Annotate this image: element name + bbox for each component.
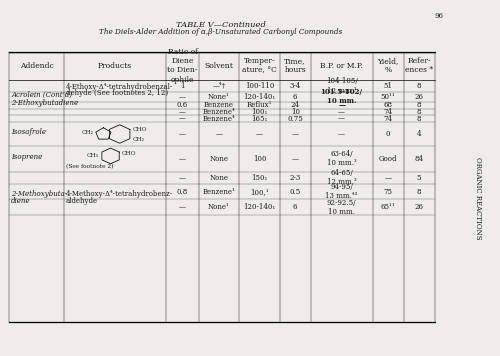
Text: Benzene⁴: Benzene⁴	[202, 108, 235, 116]
Text: Products: Products	[98, 62, 132, 70]
Text: 165₁: 165₁	[252, 115, 268, 123]
Text: TABLE V—Continued: TABLE V—Continued	[176, 21, 266, 29]
Text: (See footnote 2): (See footnote 2)	[66, 164, 113, 169]
Text: 101.5-102/
10 mm.: 101.5-102/ 10 mm.	[320, 88, 362, 105]
Text: 0.75: 0.75	[288, 115, 303, 123]
Text: 8: 8	[417, 101, 422, 109]
Text: 75: 75	[384, 188, 392, 196]
Text: 68: 68	[384, 101, 392, 109]
Text: ORGANIC REACTIONS: ORGANIC REACTIONS	[474, 157, 482, 240]
Text: Reflux¹: Reflux¹	[246, 101, 272, 109]
Text: 8: 8	[417, 108, 422, 116]
Text: Isoprene: Isoprene	[11, 153, 42, 161]
Text: 8: 8	[417, 188, 422, 196]
Text: —: —	[338, 130, 345, 138]
Text: 100,¹: 100,¹	[250, 188, 269, 196]
Text: 63-64/
10 mm.³: 63-64/ 10 mm.³	[327, 150, 356, 167]
Text: 4-Ethoxy-Δ⁴-tetrahydrobenzal-: 4-Ethoxy-Δ⁴-tetrahydrobenzal-	[66, 83, 173, 91]
Text: 26: 26	[414, 203, 424, 211]
Text: 6: 6	[293, 93, 298, 101]
Text: 120-140₁: 120-140₁	[244, 203, 276, 211]
Text: 8: 8	[417, 82, 422, 90]
Text: 74: 74	[384, 115, 392, 123]
Text: —: —	[216, 130, 222, 138]
Text: Good: Good	[379, 155, 398, 163]
Text: 26: 26	[414, 93, 424, 101]
Text: Yield,
%: Yield, %	[378, 57, 399, 74]
Text: Temper-
ature, °C: Temper- ature, °C	[242, 57, 277, 74]
Text: Time,
hours: Time, hours	[284, 57, 306, 74]
Text: 0.5: 0.5	[290, 188, 301, 196]
Text: aldehyde: aldehyde	[66, 198, 98, 205]
Text: 92-92.5/
10 mm.: 92-92.5/ 10 mm.	[327, 199, 356, 216]
Text: None¹: None¹	[208, 93, 230, 101]
Text: Acrolein (Cont’d): Acrolein (Cont’d)	[12, 91, 72, 99]
Text: 5: 5	[417, 174, 422, 182]
Text: 6: 6	[293, 203, 298, 211]
Text: dehyde (See footnotes 2, 12): dehyde (See footnotes 2, 12)	[66, 89, 168, 97]
Text: 2-Ethoxybutadiene: 2-Ethoxybutadiene	[12, 99, 78, 106]
Text: The Diels-Alder Addition of α,β-Unsaturated Carbonyl Compounds: The Diels-Alder Addition of α,β-Unsatura…	[99, 28, 342, 36]
Text: CH₂: CH₂	[82, 130, 94, 135]
Text: —: —	[179, 115, 186, 123]
Text: 2-3: 2-3	[290, 174, 301, 182]
Text: —⁴†: —⁴†	[212, 82, 226, 90]
Text: 100-110: 100-110	[245, 82, 274, 90]
Text: Benzene⁴: Benzene⁴	[202, 115, 235, 123]
Text: 10: 10	[290, 108, 300, 116]
Text: 0.8: 0.8	[177, 188, 188, 196]
Text: 0: 0	[386, 130, 390, 138]
Text: —: —	[179, 130, 186, 138]
Text: 150₁: 150₁	[252, 174, 268, 182]
Text: 64-65/
12 mm.³: 64-65/ 12 mm.³	[327, 169, 356, 187]
Text: 3-4: 3-4	[290, 82, 301, 90]
Text: —: —	[384, 174, 392, 182]
Text: Benzene: Benzene	[204, 101, 234, 109]
Text: None: None	[210, 155, 229, 163]
Text: None¹: None¹	[208, 203, 230, 211]
Text: CH₂: CH₂	[132, 137, 144, 142]
Text: Solvent: Solvent	[204, 62, 234, 70]
Text: —: —	[338, 115, 345, 123]
Text: CHO: CHO	[133, 127, 148, 132]
Text: 0.6: 0.6	[177, 101, 188, 109]
Text: —: —	[179, 93, 186, 101]
Text: CH₃: CH₃	[86, 153, 99, 158]
Text: —: —	[179, 155, 186, 163]
Text: Addendc: Addendc	[20, 62, 54, 70]
Text: 94-95/
13 mm.⁴³: 94-95/ 13 mm.⁴³	[326, 183, 358, 200]
Text: Benzene¹: Benzene¹	[202, 188, 235, 196]
Text: 8: 8	[417, 115, 422, 123]
Text: 96: 96	[434, 12, 444, 20]
Text: Isosafrole: Isosafrole	[11, 128, 46, 136]
Text: —: —	[338, 108, 345, 116]
Text: 4-Methoxy-Δ⁴-tetrahydrobenz-: 4-Methoxy-Δ⁴-tetrahydrobenz-	[66, 190, 173, 198]
Text: 74: 74	[384, 108, 392, 116]
Text: 50¹¹: 50¹¹	[380, 93, 396, 101]
Text: 4: 4	[417, 130, 422, 138]
Text: diene: diene	[11, 198, 30, 205]
Text: CHO: CHO	[122, 151, 136, 156]
Text: 84: 84	[414, 155, 424, 163]
Text: —: —	[292, 155, 298, 163]
Text: Ratio of
Diene
to Dien-
ophile: Ratio of Diene to Dien- ophile	[168, 48, 198, 84]
Text: 104-105/
12 mm.³: 104-105/ 12 mm.³	[326, 77, 358, 95]
Text: B.P. or M.P.: B.P. or M.P.	[320, 62, 363, 70]
Text: 65¹¹: 65¹¹	[380, 203, 396, 211]
Text: None: None	[210, 174, 229, 182]
Text: 2-Methoxybuta-: 2-Methoxybuta-	[11, 190, 67, 198]
Text: —: —	[338, 101, 345, 109]
Text: 100₁: 100₁	[252, 108, 268, 116]
Text: Refer-
ences *: Refer- ences *	[405, 57, 433, 74]
Text: 24: 24	[290, 101, 300, 109]
Text: —: —	[256, 130, 263, 138]
Text: 120-140₁: 120-140₁	[244, 93, 276, 101]
Text: 1: 1	[180, 82, 185, 90]
Text: 100: 100	[252, 155, 266, 163]
Text: —: —	[179, 203, 186, 211]
Text: 51: 51	[384, 82, 392, 90]
Text: —: —	[292, 130, 298, 138]
Text: —: —	[179, 108, 186, 116]
Text: —: —	[179, 174, 186, 182]
